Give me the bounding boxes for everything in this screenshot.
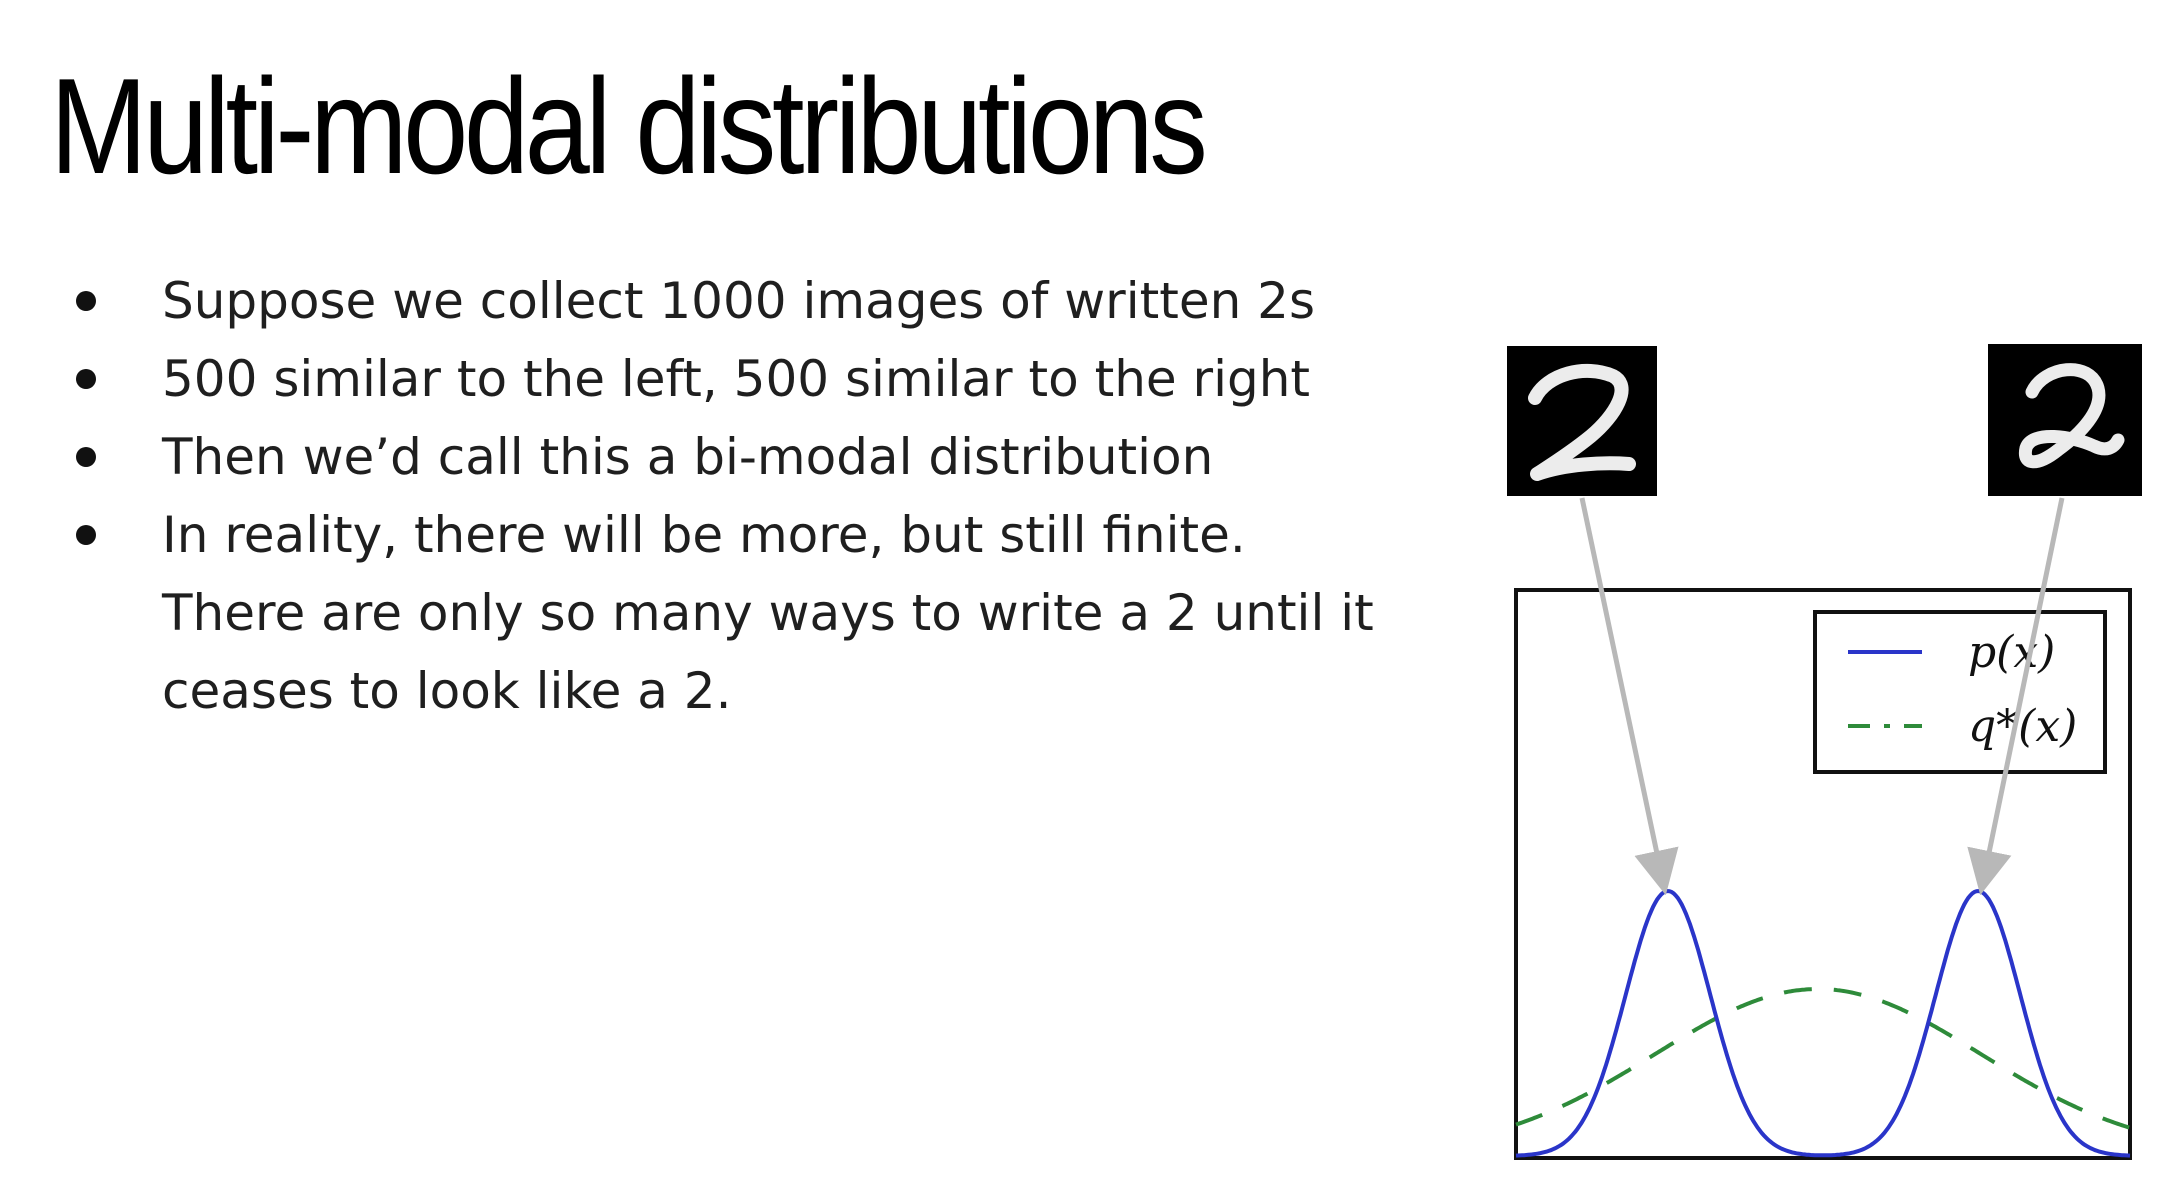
legend-p-label: p(x): [1968, 627, 2055, 678]
slide-title: Multi-modal distributions: [50, 50, 1208, 202]
bullet-item: Then we’d call this a bi-modal distribut…: [72, 418, 1392, 496]
bullet-dot: [76, 525, 96, 545]
handwritten-digit-left-image: [1507, 346, 1657, 496]
bullet-text: Suppose we collect 1000 images of writte…: [162, 272, 1316, 330]
bullet-text: Then we’d call this a bi-modal distribut…: [162, 428, 1214, 486]
bullet-list: Suppose we collect 1000 images of writte…: [72, 262, 1392, 730]
bullet-dot: [76, 447, 96, 467]
left-arrow: [1579, 497, 1679, 896]
p-curve: [1515, 888, 2131, 1158]
bullet-item: 500 similar to the left, 500 similar to …: [72, 340, 1392, 418]
bullet-text: 500 similar to the left, 500 similar to …: [162, 350, 1311, 408]
q-star-curve: [1515, 987, 2131, 1130]
bullet-item: In reality, there will be more, but stil…: [72, 496, 1392, 730]
handwritten-digit-right-image: [1988, 344, 2142, 496]
bullet-text: In reality, there will be more, but stil…: [162, 506, 1374, 720]
right-arrow: [1967, 497, 2065, 896]
plot-frame: [1514, 588, 2132, 1160]
bullet-item: Suppose we collect 1000 images of writte…: [72, 262, 1392, 340]
bullet-dot: [76, 291, 96, 311]
bullet-dot: [76, 369, 96, 389]
legend-box: [1813, 610, 2107, 774]
legend-q-label: q*(x): [1968, 701, 2077, 752]
